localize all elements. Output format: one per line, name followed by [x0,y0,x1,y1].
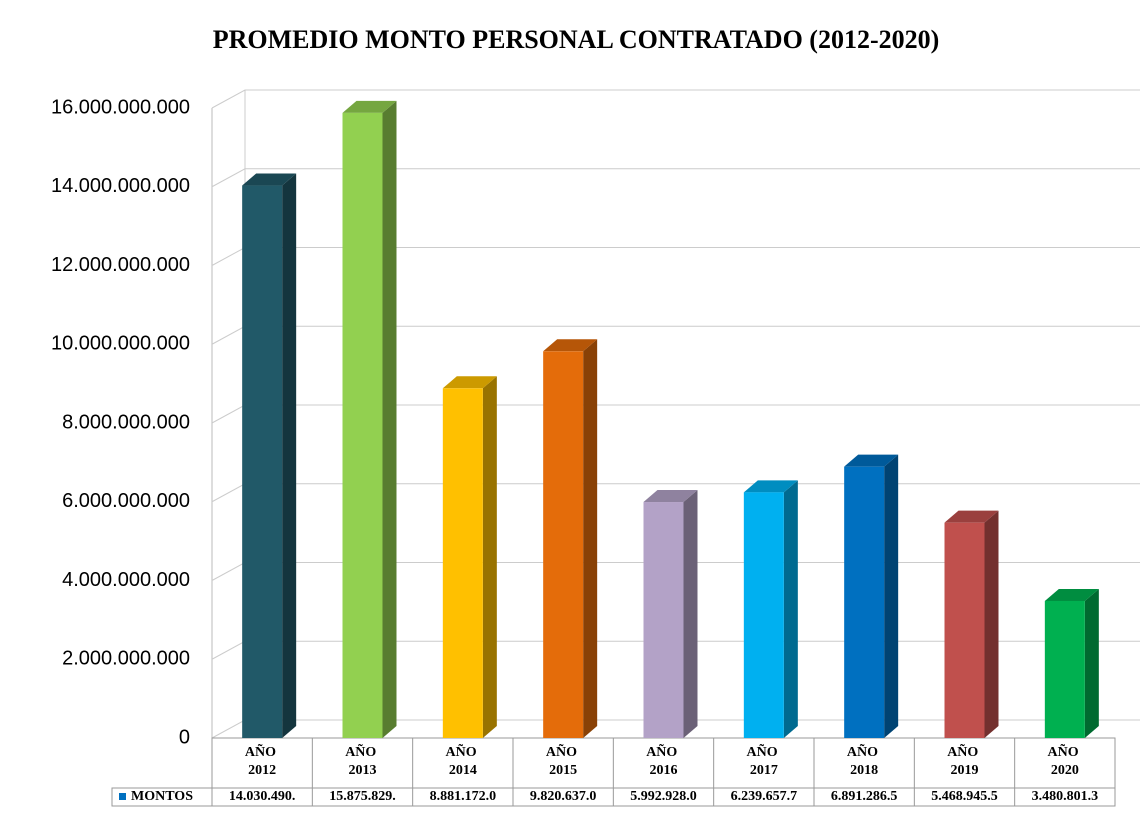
y-tick-label: 2.000.000.000 [62,648,190,670]
data-label: 3.480.801.3 [1032,789,1099,804]
x-tick-label: AÑO 2012 [245,742,280,778]
y-tick-label: 0 [179,726,190,748]
bar-side [1084,588,1099,738]
grid-line [211,168,1140,188]
x-tick-label: AÑO 2016 [646,742,681,778]
x-tick-label: AÑO 2017 [747,742,782,778]
data-label: 15.875.829. [329,789,396,804]
data-label: 6.239.657.7 [731,789,798,804]
bar-top [844,454,899,467]
bar [342,112,383,739]
bar-top [442,376,497,389]
data-label: 5.468.945.5 [931,789,998,804]
x-tick-label: AÑO 2019 [947,742,982,778]
bar [242,185,283,739]
y-tick-label: 16.000.000.000 [51,96,190,118]
bar-side [583,339,598,738]
bar-side [683,490,698,738]
legend-label: MONTOS [131,789,193,804]
bar [743,492,784,738]
chart-title: PROMEDIO MONTO PERSONAL CONTRATADO (2012… [213,25,940,54]
bar [944,522,985,738]
y-tick-label: 10.000.000.000 [51,333,190,355]
table-legend-cell [111,787,213,807]
grid-line [211,89,1140,109]
data-label: 5.992.928.0 [630,789,697,804]
bar-top [543,339,598,352]
y-tick-label: 14.000.000.000 [51,175,190,197]
y-tick-label: 6.000.000.000 [62,490,190,512]
bar [543,351,584,738]
data-label: 6.891.286.5 [831,789,898,804]
legend-key [119,793,126,800]
bar [1044,600,1085,738]
bar-side [884,454,899,738]
bar-top [944,510,999,523]
bar-side [482,376,497,738]
x-tick-label: AÑO 2018 [847,742,882,778]
x-tick-label: AÑO 2015 [546,742,581,778]
y-tick-label: 12.000.000.000 [51,254,190,276]
x-tick-label: AÑO 2020 [1048,742,1083,778]
y-tick-label: 4.000.000.000 [62,569,190,591]
bar-side [282,173,297,739]
x-tick-label: AÑO 2013 [345,742,380,778]
data-label: 14.030.490. [229,789,296,804]
bar-top [242,173,297,186]
data-label: 8.881.172.0 [430,789,497,804]
y-tick-label: 8.000.000.000 [62,411,190,433]
bar-side [783,480,798,738]
bar-top [643,490,698,503]
bar-side [382,100,397,739]
bar [643,502,684,738]
x-tick-label: AÑO 2014 [446,742,481,778]
bar-top [1044,588,1099,601]
data-label: 9.820.637.0 [530,789,597,804]
bar-top [342,100,397,113]
bar [844,466,885,738]
bar [442,388,483,738]
bar-top [743,480,798,493]
bar-side [984,510,999,738]
